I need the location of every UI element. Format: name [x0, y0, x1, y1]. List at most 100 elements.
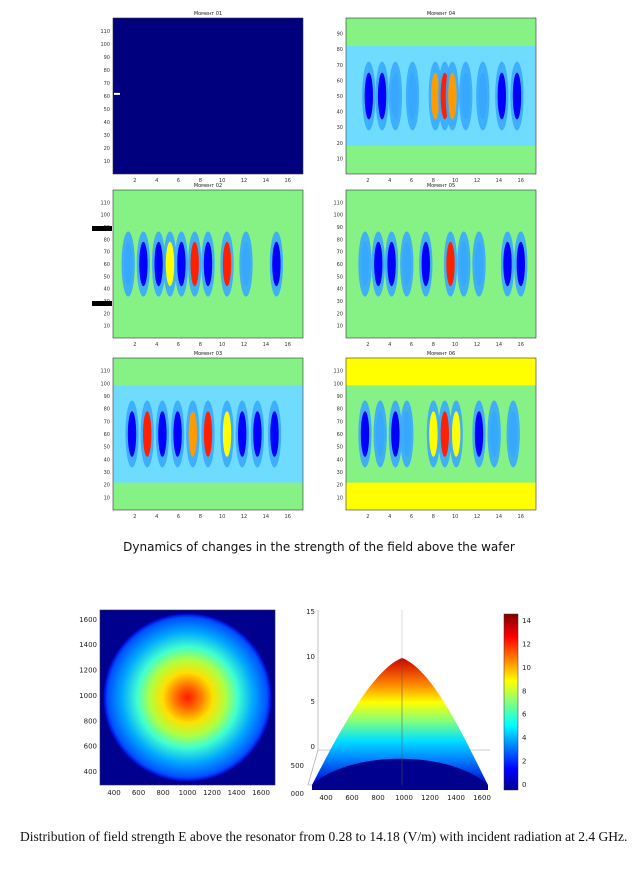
- y-tick-label: 80: [337, 47, 343, 53]
- heatmap-y-tick: 600: [84, 743, 97, 751]
- y-tick-label: 40: [104, 457, 110, 463]
- y-tick-label: 20: [337, 141, 343, 147]
- field-lobe: [203, 411, 213, 457]
- heatmap-y-tick: 800: [84, 717, 97, 725]
- x-tick-label: 12: [474, 514, 480, 520]
- panel-title: Момент 02: [194, 183, 222, 189]
- field-lobe: [408, 72, 417, 120]
- x-tick-label: 12: [241, 514, 247, 520]
- y-tick-label: 10: [337, 324, 343, 330]
- x-tick-label: 4: [388, 514, 391, 520]
- field-lobe: [376, 411, 385, 457]
- y-tick-label: 50: [104, 107, 110, 113]
- heatmap-frame: [99, 609, 276, 786]
- y-tick-label: 50: [337, 445, 343, 451]
- x-tick-label: 6: [410, 342, 413, 348]
- y-tick-label: 40: [104, 120, 110, 126]
- panel-title: Момент 01: [194, 11, 222, 17]
- surface-x-tick: 800: [371, 794, 384, 802]
- field-lobe: [402, 411, 411, 457]
- heatmap-x-tick: 400: [107, 789, 120, 797]
- figure-caption-bottom: Distribution of field strength E above t…: [20, 829, 628, 844]
- black-marker-top: [92, 226, 112, 231]
- y-tick-label: 20: [104, 146, 110, 152]
- y-tick-label: 90: [104, 394, 110, 400]
- field-lobe: [402, 241, 411, 287]
- field-lobe: [188, 411, 197, 457]
- y-tick-label: 100: [100, 381, 110, 387]
- field-lobe: [478, 72, 487, 120]
- plot-frame: [112, 17, 304, 175]
- y-tick-label: 110: [333, 200, 343, 206]
- x-tick-label: 2: [133, 178, 136, 184]
- y-tick-label: 60: [104, 432, 110, 438]
- x-tick-label: 16: [285, 178, 291, 184]
- heatmap-x-tick: 600: [132, 789, 145, 797]
- y-tick-label: 30: [104, 470, 110, 476]
- field-lobe: [364, 72, 373, 120]
- field-background: [113, 18, 303, 174]
- y-tick-label: 20: [337, 483, 343, 489]
- heatmap-x-tick: 1400: [228, 789, 246, 797]
- y-tick-label: 90: [337, 225, 343, 231]
- plot-frame: [345, 357, 537, 511]
- x-tick-label: 14: [263, 342, 269, 348]
- y-tick-label: 40: [337, 287, 343, 293]
- y-tick-label: 70: [337, 419, 343, 425]
- x-tick-label: 16: [285, 342, 291, 348]
- heatmap-y-tick: 1600: [79, 616, 97, 624]
- colorbar-tick: 14: [522, 617, 531, 625]
- contour-panel-2: Момент 022468101214161101009080706050403…: [95, 180, 305, 352]
- y-tick-label: 80: [104, 407, 110, 413]
- field-lobe: [238, 411, 247, 457]
- y-tick-label: 70: [104, 419, 110, 425]
- y-tick-label: 30: [337, 470, 343, 476]
- field-lobe: [421, 241, 430, 287]
- surface-z-tick: 10: [306, 653, 315, 661]
- contour-field: [113, 358, 303, 510]
- field-lobe: [360, 411, 370, 457]
- y-tick-label: 100: [333, 381, 343, 387]
- x-tick-label: 10: [219, 178, 225, 184]
- colorbar-tick: 0: [522, 781, 526, 789]
- x-tick-label: 2: [366, 514, 369, 520]
- field-lobe: [509, 411, 518, 457]
- colorbar: 14 12 10 8 6 4 2 0: [500, 610, 540, 800]
- y-tick-label: 60: [104, 262, 110, 268]
- y-tick-label: 90: [104, 55, 110, 61]
- field-lobe: [391, 411, 400, 457]
- field-lobe: [446, 241, 455, 287]
- y-tick-label: 60: [337, 78, 343, 84]
- field-spot: [114, 92, 120, 95]
- x-tick-label: 14: [496, 514, 502, 520]
- x-tick-label: 12: [241, 342, 247, 348]
- y-tick-label: 100: [100, 213, 110, 219]
- x-tick-label: 10: [452, 514, 458, 520]
- surface-shape: [312, 658, 488, 785]
- field-lobe: [391, 72, 400, 120]
- surface-x-tick: 400: [319, 794, 332, 802]
- heatmap-y-tick: 1400: [79, 641, 97, 649]
- colorbar-tick: 6: [522, 711, 527, 719]
- x-tick-label: 14: [263, 514, 269, 520]
- y-tick-label: 50: [337, 274, 343, 280]
- y-tick-label: 70: [337, 250, 343, 256]
- y-tick-label: 80: [104, 237, 110, 243]
- y-tick-label: 30: [337, 299, 343, 305]
- x-tick-label: 16: [518, 178, 524, 184]
- x-tick-label: 10: [452, 342, 458, 348]
- plot-frame: [112, 189, 304, 339]
- y-tick-label: 50: [104, 274, 110, 280]
- field-lobe: [490, 411, 499, 457]
- colorbar-scale: [503, 613, 519, 791]
- field-lobe: [516, 241, 525, 287]
- field-lobe: [431, 72, 440, 120]
- contour-panel-4: Момент 04 2 4 6 8 10 12 14 16 90 80 70 60 50 40 30 20 10: [328, 8, 538, 188]
- y-tick-label: 110: [100, 29, 110, 35]
- field-lobe: [387, 241, 396, 287]
- x-tick-label: 8: [199, 178, 202, 184]
- x-tick-label: 8: [199, 342, 202, 348]
- panel-title: Момент 03: [194, 351, 222, 357]
- field-lobe: [222, 411, 232, 457]
- y-tick-label: 10: [104, 159, 110, 165]
